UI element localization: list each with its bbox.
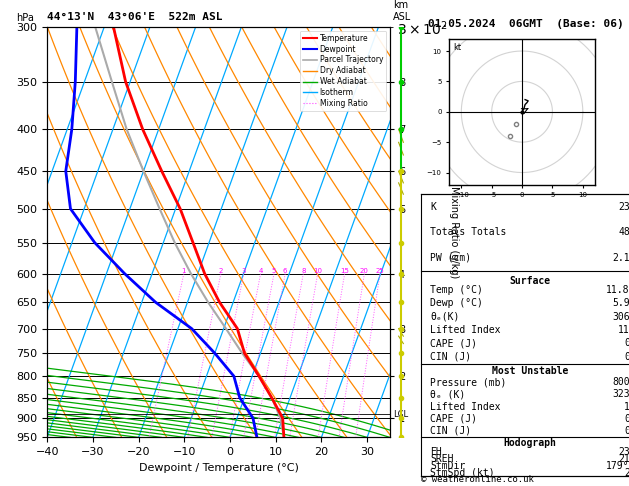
Text: 0: 0 [624,352,629,362]
Text: 6: 6 [283,268,287,274]
Text: CIN (J): CIN (J) [430,352,471,362]
Text: 15: 15 [340,268,349,274]
Text: 4: 4 [259,268,263,274]
Text: 0: 0 [624,414,629,424]
Text: CAPE (J): CAPE (J) [430,414,477,424]
Text: K: K [430,202,436,212]
Text: © weatheronline.co.uk: © weatheronline.co.uk [421,474,534,484]
Text: 11.8: 11.8 [606,285,629,295]
Text: 10: 10 [313,268,322,274]
Y-axis label: Mixing Ratio (g/kg): Mixing Ratio (g/kg) [450,186,459,278]
Text: 21: 21 [618,453,629,464]
Text: 1: 1 [182,268,186,274]
Text: 2.1: 2.1 [612,253,629,263]
Text: 5: 5 [272,268,276,274]
Text: Lifted Index: Lifted Index [430,325,501,335]
Text: 323: 323 [612,389,629,399]
Text: 23: 23 [618,447,629,457]
Text: CAPE (J): CAPE (J) [430,338,477,348]
Text: 306: 306 [612,312,629,322]
Text: CIN (J): CIN (J) [430,426,471,436]
Text: 8: 8 [301,268,306,274]
Text: Pressure (mb): Pressure (mb) [430,377,506,387]
Text: LCL: LCL [393,410,408,418]
Text: StmSpd (kt): StmSpd (kt) [430,468,495,478]
Text: θₑ (K): θₑ (K) [430,389,465,399]
Text: Most Unstable: Most Unstable [492,366,568,376]
Text: 20: 20 [360,268,369,274]
Text: θₑ(K): θₑ(K) [430,312,460,322]
Text: Dewp (°C): Dewp (°C) [430,298,483,308]
Text: Hodograph: Hodograph [503,438,557,448]
Text: Temp (°C): Temp (°C) [430,285,483,295]
Text: 25: 25 [376,268,384,274]
Text: 48: 48 [618,227,629,238]
Text: Surface: Surface [509,276,550,286]
Text: PW (cm): PW (cm) [430,253,471,263]
X-axis label: Dewpoint / Temperature (°C): Dewpoint / Temperature (°C) [138,463,299,473]
Text: 2: 2 [624,468,629,478]
Text: 0: 0 [624,338,629,348]
Text: 11: 11 [618,325,629,335]
Text: 1: 1 [624,401,629,412]
Text: 2: 2 [219,268,223,274]
Text: Lifted Index: Lifted Index [430,401,501,412]
Text: SREH: SREH [430,453,454,464]
Text: EH: EH [430,447,442,457]
Text: 23: 23 [618,202,629,212]
Text: Totals Totals: Totals Totals [430,227,506,238]
Text: 179°: 179° [606,461,629,471]
Text: StmDir: StmDir [430,461,465,471]
Text: 5.9: 5.9 [612,298,629,308]
Text: 3: 3 [242,268,246,274]
Text: kt: kt [454,43,462,52]
Text: km
ASL: km ASL [393,0,411,22]
Text: 44°13'N  43°06'E  522m ASL: 44°13'N 43°06'E 522m ASL [47,12,223,22]
Text: 800: 800 [612,377,629,387]
Text: 01.05.2024  06GMT  (Base: 06): 01.05.2024 06GMT (Base: 06) [428,19,623,30]
Text: hPa: hPa [16,13,34,23]
Legend: Temperature, Dewpoint, Parcel Trajectory, Dry Adiabat, Wet Adiabat, Isotherm, Mi: Temperature, Dewpoint, Parcel Trajectory… [300,31,386,111]
Text: 0: 0 [624,426,629,436]
